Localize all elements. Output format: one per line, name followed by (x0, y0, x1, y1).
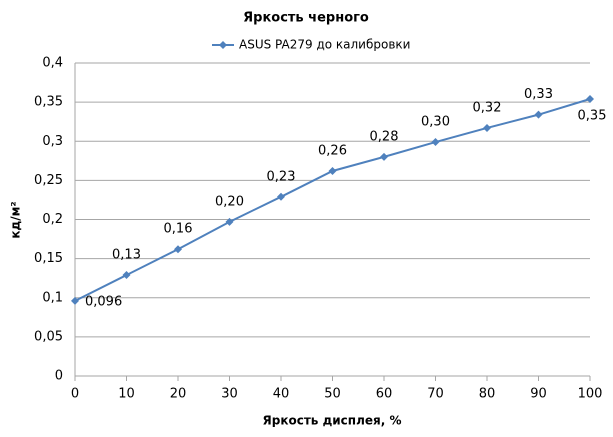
y-tick-label: 0,35 (34, 95, 63, 110)
data-label: 0,28 (370, 129, 399, 144)
x-tick-label: 20 (170, 387, 187, 402)
data-label: 0,33 (524, 87, 553, 102)
x-tick-label: 40 (273, 387, 290, 402)
x-tick-label: 90 (530, 387, 547, 402)
data-point (586, 94, 594, 103)
x-axis-label: Яркость дисплея, % (263, 414, 402, 428)
data-point (225, 217, 234, 226)
x-tick-label: 50 (324, 387, 341, 402)
data-point (483, 123, 491, 132)
data-label: 0,16 (164, 222, 193, 237)
x-tick-label: 80 (479, 387, 496, 402)
data-label: 0,13 (112, 248, 141, 263)
data-point (122, 271, 131, 280)
y-tick-label: 0 (55, 369, 63, 384)
x-tick-label: 100 (578, 387, 603, 402)
data-label: 0,23 (267, 169, 296, 184)
y-tick-label: 0,2 (42, 212, 63, 227)
data-label: 0,26 (318, 143, 347, 158)
data-label: 0,20 (215, 194, 244, 209)
y-tick-label: 0,15 (34, 251, 63, 266)
chart-title: Яркость черного (243, 11, 369, 26)
data-point (174, 245, 182, 254)
data-point (71, 296, 79, 305)
x-tick-label: 0 (71, 387, 79, 402)
x-tick-label: 10 (118, 387, 135, 402)
data-point (380, 152, 388, 161)
legend-marker (219, 41, 227, 49)
data-point (534, 110, 543, 119)
y-tick-label: 0,25 (34, 173, 63, 188)
data-label: 0,30 (421, 115, 450, 130)
data-label: 0,35 (578, 108, 607, 123)
x-tick-label: 30 (221, 387, 238, 402)
series-line (74, 98, 591, 302)
legend-label: ASUS PA279 до калибровки (239, 38, 410, 52)
x-tick-label: 70 (427, 387, 444, 402)
y-tick-label: 0,1 (42, 290, 63, 305)
data-point (277, 192, 285, 201)
y-axis-label: кд/м² (9, 201, 23, 238)
data-label: 0,32 (473, 100, 502, 115)
y-tick-label: 0,05 (34, 329, 63, 344)
data-point (431, 138, 440, 147)
y-tick-label: 0,4 (42, 56, 63, 71)
x-tick-label: 60 (376, 387, 393, 402)
data-point (328, 166, 337, 175)
y-tick-label: 0,3 (42, 134, 63, 149)
data-label: 0,096 (85, 294, 122, 309)
